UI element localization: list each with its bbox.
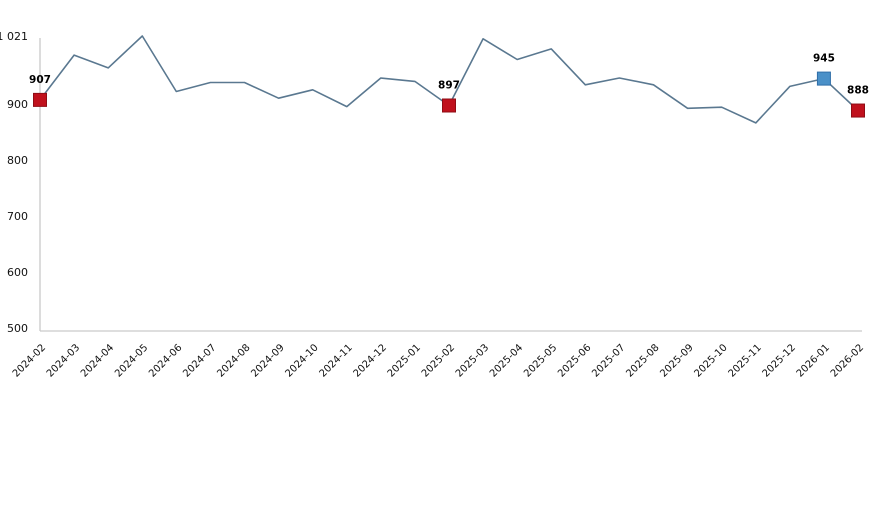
x-tick-label: 2024-08 xyxy=(215,342,252,379)
x-tick-label: 2026-01 xyxy=(795,342,832,379)
x-tick-label: 2024-03 xyxy=(45,342,82,379)
x-tick-label: 2025-09 xyxy=(658,342,695,379)
x-tick-label: 2025-11 xyxy=(727,342,764,379)
x-tick-label: 2024-11 xyxy=(318,342,355,379)
x-tick-label: 2025-03 xyxy=(454,342,491,379)
y-tick-label: 600 xyxy=(7,266,28,279)
x-tick-label: 2026-02 xyxy=(829,342,866,379)
y-tick-label: 700 xyxy=(7,210,28,223)
highlight-marker-red xyxy=(33,92,47,107)
y-tick-label: 1 021 xyxy=(0,30,28,43)
x-tick-label: 2024-09 xyxy=(249,342,286,379)
x-tick-label: 2025-10 xyxy=(692,342,729,379)
x-tick-label: 2025-07 xyxy=(590,342,627,379)
data-label: 888 xyxy=(847,85,869,97)
x-tick-label: 2024-10 xyxy=(283,342,320,379)
x-tick-label: 2025-04 xyxy=(488,342,525,379)
highlight-marker-red xyxy=(442,98,456,113)
x-tick-label: 2025-06 xyxy=(556,342,593,379)
x-tick-label: 2024-04 xyxy=(79,342,116,379)
y-tick-label: 900 xyxy=(7,98,28,111)
x-tick-label: 2024-05 xyxy=(113,342,150,379)
y-tick-label: 500 xyxy=(7,322,28,335)
x-tick-label: 2025-01 xyxy=(386,342,423,379)
highlight-marker-blue xyxy=(816,71,831,86)
data-label: 907 xyxy=(29,74,51,86)
x-tick-label: 2025-05 xyxy=(522,342,559,379)
data-label: 945 xyxy=(813,53,835,65)
y-tick-label: 800 xyxy=(7,154,28,167)
x-tick-label: 2024-12 xyxy=(352,342,389,379)
x-tick-label: 2025-12 xyxy=(761,342,798,379)
highlight-marker-red xyxy=(851,103,865,118)
x-tick-label: 2024-06 xyxy=(147,342,184,379)
x-tick-label: 2024-02 xyxy=(11,342,48,379)
x-tick-label: 2025-02 xyxy=(420,342,457,379)
x-tick-label: 2025-08 xyxy=(624,342,661,379)
x-tick-label: 2024-07 xyxy=(181,342,218,379)
data-label: 897 xyxy=(438,79,460,91)
